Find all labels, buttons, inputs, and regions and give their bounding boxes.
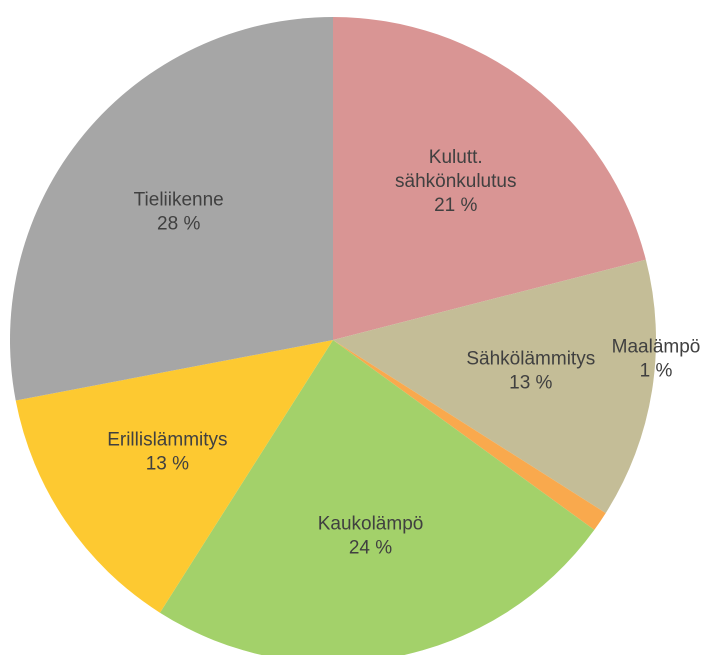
slice-label: Tieliikenne	[134, 189, 224, 210]
slice-value-label: 24 %	[349, 538, 392, 559]
slice-label: Maalämpö	[612, 336, 701, 357]
pie-slice	[159, 340, 595, 655]
slice-label: Kaukolämpö	[318, 514, 424, 535]
slice-value-label: 21 %	[434, 195, 477, 216]
slice-value-label: 28 %	[157, 213, 200, 234]
slice-label: Sähkölämmitys	[466, 348, 595, 369]
slice-value-label: 13 %	[509, 372, 552, 393]
slice-value-label: 13 %	[146, 454, 189, 475]
slice-label: Kulutt. sähkönkulutus	[395, 147, 516, 192]
pie-slice	[333, 17, 646, 340]
slice-value-label: 1 %	[640, 360, 673, 381]
slice-label: Erillislämmitys	[107, 430, 227, 451]
pie-slice	[9, 17, 333, 401]
pie-slice	[15, 340, 333, 613]
pie-slice	[333, 259, 656, 514]
pie-slice	[333, 340, 606, 530]
